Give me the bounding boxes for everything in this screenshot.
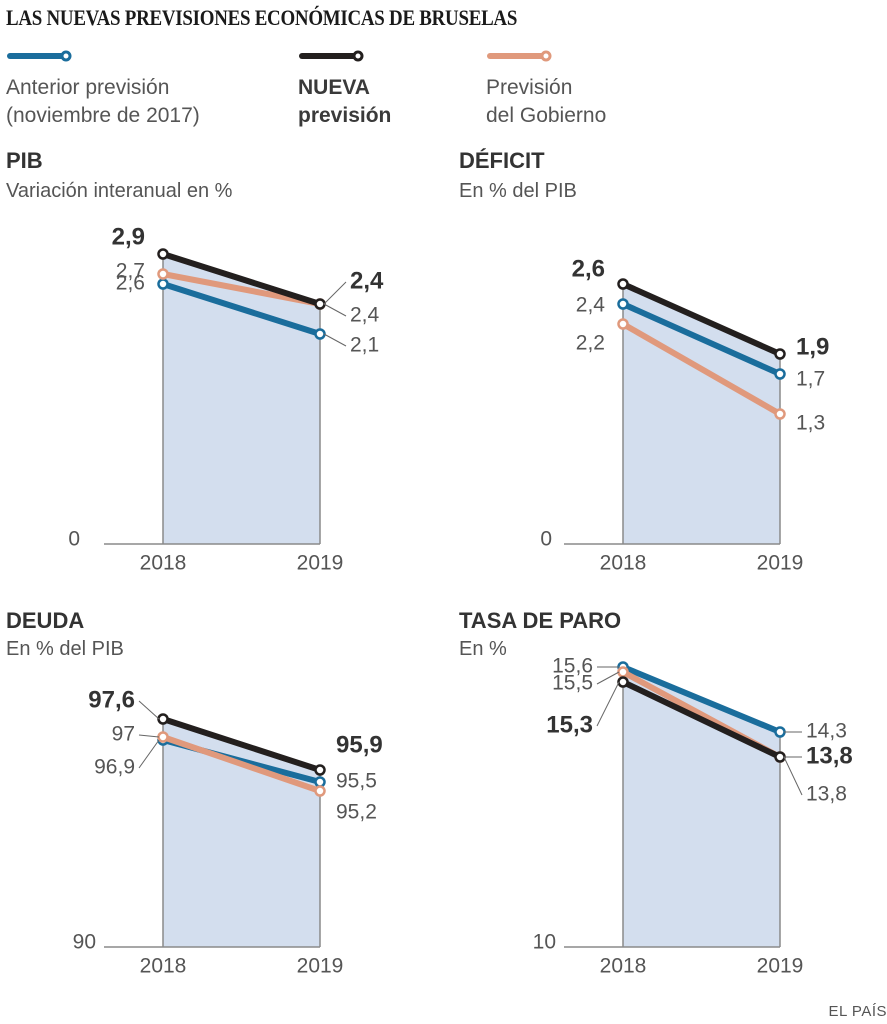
series-line-nueva-deficit <box>620 281 783 357</box>
x-tick-label-2018-deficit: 2018 <box>600 552 647 575</box>
y-base-label-tasa-de-paro: 10 <box>533 931 556 954</box>
x-tick-label-2019-deuda: 2019 <box>297 955 344 978</box>
data-point-nueva-2018-deuda <box>157 713 169 725</box>
leader-line-gobierno-2019-tasa-de-paro <box>783 756 803 796</box>
legend-swatch-gobierno-icon <box>487 50 552 62</box>
data-point-nueva-2019-tasa-de-paro <box>774 751 786 763</box>
legend-item-anterior: Anterior previsión (noviembre de 2017) <box>6 48 200 130</box>
data-label-anterior-2018-pib: 2,6 <box>116 272 145 295</box>
series-line-gobierno-deuda <box>160 734 323 794</box>
series-line-anterior-tasa-de-paro <box>620 664 783 735</box>
series-line-gobierno-pib <box>160 271 323 307</box>
data-label-nueva-2018-deficit: 2,6 <box>572 255 605 282</box>
data-point-anterior-2019-tasa-de-paro <box>774 726 786 738</box>
data-label-gobierno-2018-deuda: 97 <box>112 723 135 746</box>
data-point-nueva-2018-deficit <box>617 278 629 290</box>
leader-line-gobierno-2018-tasa-de-paro <box>596 671 620 685</box>
panel-title-deuda: DEUDA <box>6 608 85 633</box>
legend-swatch-anterior-icon <box>7 50 72 62</box>
area-fill-tasa-de-paro <box>623 667 780 947</box>
data-label-nueva-2019-tasa-de-paro: 13,8 <box>806 742 853 769</box>
data-label-nueva-2018-tasa-de-paro: 15,3 <box>546 711 593 738</box>
data-label-anterior-2019-tasa-de-paro: 14,3 <box>806 720 847 743</box>
panel-subtitle-deuda: En % del PIB <box>6 638 124 660</box>
data-label-gobierno-2018-deficit: 2,2 <box>576 332 605 355</box>
panel-subtitle-pib: Variación interanual en % <box>6 180 233 202</box>
data-label-nueva-2018-deuda: 97,6 <box>88 686 135 713</box>
x-tick-label-2018-tasa-de-paro: 2018 <box>600 955 647 978</box>
data-label-anterior-2019-deuda: 95,5 <box>336 770 377 793</box>
data-point-anterior-2019-deficit <box>774 368 786 380</box>
x-tick-label-2018-deuda: 2018 <box>140 955 187 978</box>
data-point-gobierno-2018-deuda <box>157 731 169 743</box>
data-point-nueva-2019-deficit <box>774 348 786 360</box>
data-point-gobierno-2018-pib <box>157 268 169 280</box>
data-point-nueva-2019-pib <box>314 298 326 310</box>
data-label-anterior-2018-tasa-de-paro: 15,6 <box>552 655 593 678</box>
data-point-nueva-2019-deuda <box>314 764 326 776</box>
leader-line-anterior-2019-pib <box>323 333 347 347</box>
data-point-anterior-2018-deficit <box>617 298 629 310</box>
legend-label-nueva: NUEVA previsión <box>298 76 392 127</box>
data-label-gobierno-2018-pib: 2,7 <box>116 260 145 283</box>
legend-item-nueva: NUEVA previsión <box>298 48 391 130</box>
area-fill-pib <box>163 254 320 544</box>
legend-swatch-nueva-icon <box>299 50 364 62</box>
y-base-label-pib: 0 <box>68 528 80 551</box>
series-line-nueva-deuda <box>160 716 323 773</box>
leader-line-gobierno-2019-pib <box>323 303 347 317</box>
series-line-anterior-pib <box>160 281 323 337</box>
data-point-gobierno-2019-deuda <box>314 785 326 797</box>
leader-line-nueva-2019-pib <box>323 281 347 305</box>
legend-label-anterior: Anterior previsión (noviembre de 2017) <box>6 76 200 127</box>
data-label-anterior-2019-pib: 2,1 <box>350 334 379 357</box>
data-point-nueva-2018-pib <box>157 248 169 260</box>
leader-line-nueva-2018-tasa-de-paro <box>596 681 620 727</box>
legend-label-gobierno: Previsión del Gobierno <box>486 76 607 127</box>
leader-line-anterior-2018-deuda <box>138 739 160 769</box>
data-label-gobierno-2019-pib: 2,4 <box>350 304 380 327</box>
data-label-nueva-2019-pib: 2,4 <box>350 267 384 294</box>
legend-item-gobierno: Previsión del Gobierno <box>486 48 606 130</box>
data-label-anterior-2019-deficit: 1,7 <box>796 368 825 391</box>
series-line-anterior-deficit <box>620 301 783 377</box>
leader-line-nueva-2018-deuda <box>138 700 160 720</box>
x-tick-label-2019-deficit: 2019 <box>757 552 804 575</box>
data-label-gobierno-2018-tasa-de-paro: 15,5 <box>552 672 593 695</box>
data-point-anterior-2019-deuda <box>314 776 326 788</box>
y-base-label-deuda: 90 <box>73 931 96 954</box>
y-base-label-deficit: 0 <box>540 528 552 551</box>
data-label-gobierno-2019-tasa-de-paro: 13,8 <box>806 783 847 806</box>
panel-subtitle-deficit: En % del PIB <box>459 180 577 202</box>
data-point-gobierno-2019-deficit <box>774 408 786 420</box>
source-credit: EL PAÍS <box>828 1003 887 1020</box>
x-tick-label-2019-pib: 2019 <box>297 552 344 575</box>
chart-title: LAS NUEVAS PREVISIONES ECONÓMICAS DE BRU… <box>6 5 518 30</box>
data-label-nueva-2018-pib: 2,9 <box>112 223 145 250</box>
data-point-nueva-2018-tasa-de-paro <box>617 676 629 688</box>
data-label-nueva-2019-deuda: 95,9 <box>336 731 383 758</box>
data-point-anterior-2019-pib <box>314 328 326 340</box>
panel-title-paro: TASA DE PARO <box>459 608 622 633</box>
data-label-gobierno-2019-deuda: 95,2 <box>336 801 377 824</box>
leader-line-gobierno-2018-deuda <box>138 734 160 738</box>
data-label-anterior-2018-deficit: 2,4 <box>576 294 606 317</box>
panel-title-pib: PIB <box>6 148 43 173</box>
area-fill-deficit <box>623 284 780 544</box>
data-point-anterior-2018-pib <box>157 278 169 290</box>
area-fill-deuda <box>163 719 320 947</box>
series-line-nueva-tasa-de-paro <box>620 679 783 760</box>
panel-subtitle-paro: En % <box>459 638 507 660</box>
x-tick-label-2018-pib: 2018 <box>140 552 187 575</box>
data-point-gobierno-2018-deficit <box>617 318 629 330</box>
data-label-gobierno-2019-deficit: 1,3 <box>796 412 825 435</box>
x-tick-label-2019-tasa-de-paro: 2019 <box>757 955 804 978</box>
series-line-nueva-pib <box>160 251 323 307</box>
series-line-gobierno-deficit <box>620 321 783 417</box>
data-label-anterior-2018-deuda: 96,9 <box>94 756 135 779</box>
data-label-nueva-2019-deficit: 1,9 <box>796 333 829 360</box>
panel-title-deficit: DÉFICIT <box>459 148 545 173</box>
data-point-gobierno-2018-tasa-de-paro <box>617 666 629 678</box>
